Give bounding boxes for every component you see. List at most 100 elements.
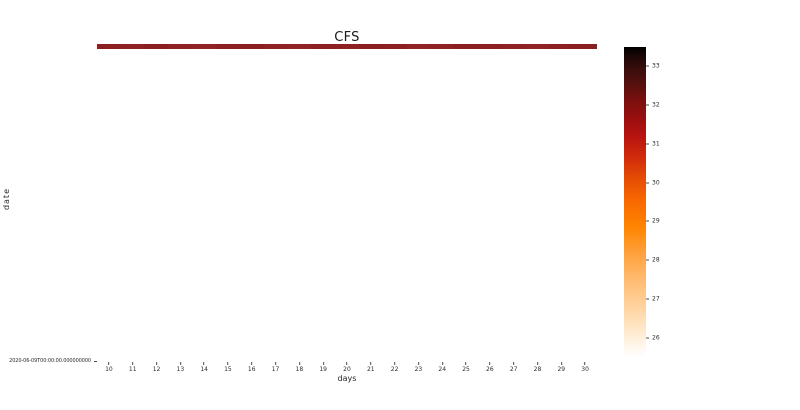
y-axis-tick-mark [94,361,97,362]
x-tick-mark [275,362,277,365]
heatmap-cell [454,44,478,49]
colorbar-tick-mark [646,298,649,300]
x-axis-tick: 13 [176,362,185,373]
colorbar-tick: 30 [646,179,660,186]
heatmap-cell [478,44,502,49]
colorbar-tick-mark [646,259,649,261]
x-tick-mark [560,362,562,365]
colorbar-tick-label: 30 [652,179,660,187]
heatmap-cell [168,44,193,49]
x-tick-label: 29 [557,366,566,373]
x-tick-mark [441,362,443,365]
x-tick-mark [417,362,419,365]
colorbar-tick-mark [646,337,649,339]
x-tick-label: 11 [128,366,137,373]
colorbar-tick-label: 33 [652,62,660,70]
x-axis-tick: 27 [509,362,518,373]
heatmap-cell [382,44,407,49]
x-tick-mark [370,362,372,365]
x-tick-label: 22 [390,366,399,373]
x-tick-mark [108,362,110,365]
colorbar-tick-mark [646,220,649,222]
colorbar-tick-label: 28 [652,256,660,264]
x-tick-label: 19 [319,366,328,373]
x-axis-tick: 10 [105,362,113,373]
heatmap-cell [549,44,574,49]
x-tick-label: 28 [533,366,542,373]
x-axis-tick: 20 [343,362,351,373]
colorbar-tick-label: 32 [652,101,660,109]
x-tick-mark [298,362,300,365]
x-axis-tick: 11 [129,362,137,373]
x-tick-label: 25 [462,366,470,373]
heatmap-cell [525,44,550,49]
heatmap-row[interactable] [97,44,598,49]
colorbar-tick-label: 29 [652,217,660,225]
x-tick-mark [156,362,158,365]
colorbar-tick: 27 [646,295,660,302]
colorbar[interactable]: 26 27 28 29 30 31 32 33 [624,47,660,357]
x-axis-tick: 16 [248,362,256,373]
colorbar-tick: 33 [646,63,660,70]
x-tick-mark [584,362,586,365]
colorbar-tick: 28 [646,257,660,264]
x-axis-tick: 12 [152,362,161,373]
x-axis-tick: 23 [414,362,423,373]
x-axis-tick: 17 [272,362,279,373]
x-tick-mark [132,362,134,365]
colorbar-tick-label: 27 [652,295,660,303]
heatmap-cell [216,44,240,49]
x-axis-tick: 28 [533,362,542,373]
colorbar-tick: 32 [646,102,660,109]
colorbar-tick-label: 26 [652,334,660,342]
heatmap-cell [97,44,121,49]
x-tick-mark [203,362,205,365]
y-axis: 2020-06-09T00:00:00.000000000 [0,0,97,410]
x-tick-label: 10 [105,366,113,373]
x-axis-tick: 15 [224,362,232,373]
x-axis-tick: 18 [296,362,303,373]
x-tick-mark [465,362,467,365]
x-axis-tick: 29 [557,362,565,373]
x-tick-label: 14 [200,366,208,373]
x-tick-mark [536,362,538,365]
x-axis-tick: 21 [367,362,375,373]
heatmap-cell [120,44,145,49]
heatmap-cell [501,44,526,49]
x-axis-tick: 30 [581,362,589,373]
x-tick-label: 30 [581,366,589,373]
x-axis-tick: 24 [438,362,446,373]
heatmap-cells [97,44,598,49]
heatmap-cell [192,44,217,49]
x-tick-label: 15 [224,366,232,373]
x-tick-label: 23 [414,366,423,373]
heatmap-cell [287,44,312,49]
heatmap-cell [144,44,169,49]
x-tick-label: 26 [486,366,494,373]
x-tick-label: 21 [366,366,375,373]
plot-area[interactable] [97,44,598,362]
y-axis-tick-label: 2020-06-09T00:00:00.000000000 [9,358,91,364]
colorbar-tick-mark [646,65,649,67]
colorbar-tick-mark [646,104,649,106]
x-tick-label: 13 [176,366,185,373]
colorbar-tick: 26 [646,334,660,341]
colorbar-tick: 31 [646,140,660,147]
x-tick-label: 27 [509,366,518,373]
x-tick-mark [513,362,515,365]
x-axis-tick: 26 [486,362,494,373]
heatmap-cell [406,44,431,49]
colorbar-tick: 29 [646,218,660,225]
chart-title: CFS [334,30,360,45]
x-tick-mark [346,362,348,365]
colorbar-tick-label: 31 [652,140,660,148]
x-tick-label: 12 [152,366,161,373]
x-tick-mark [489,362,491,365]
x-tick-mark [251,362,253,365]
x-axis-tick: 19 [319,362,327,373]
heatmap-cell [239,44,264,49]
y-axis-label: date [2,188,11,211]
x-tick-mark [227,362,229,365]
x-axis-tick: 14 [200,362,208,373]
heatmap-cell [311,44,336,49]
